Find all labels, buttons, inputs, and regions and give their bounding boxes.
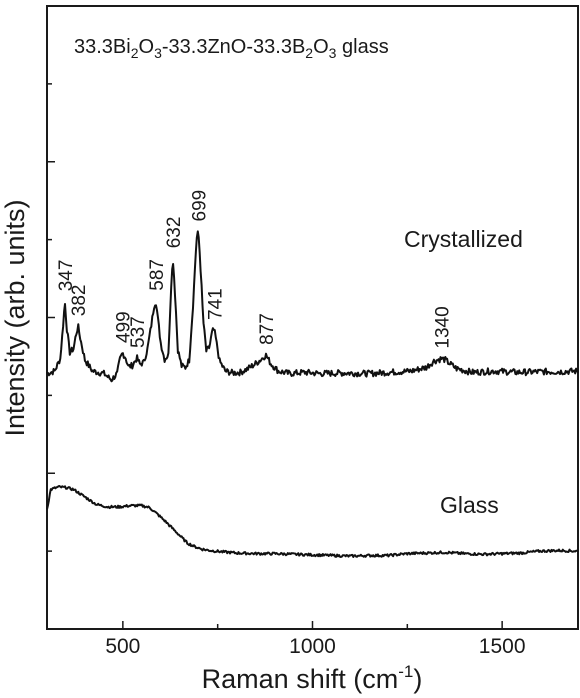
x-axis-label: Raman shift (cm-1) — [202, 662, 423, 694]
peak-label-382: 382 — [69, 284, 90, 316]
chart-title: 33.3Bi2O3-33.3ZnO-33.3B2O3 glass — [74, 36, 389, 61]
peak-label-499: 499 — [114, 311, 135, 343]
title-part: glass — [336, 36, 388, 58]
title-subscript: 2 — [131, 45, 139, 61]
peak-label-632: 632 — [164, 217, 185, 249]
title-subscript: 2 — [305, 45, 313, 61]
title-part: -33.3ZnO-33.3B — [162, 36, 305, 58]
series-label-glass: Glass — [440, 492, 499, 518]
title-part: 33.3Bi — [74, 36, 131, 58]
title-subscript: 3 — [154, 45, 162, 61]
x-tick-label: 500 — [105, 635, 140, 658]
peak-label-741: 741 — [205, 288, 226, 320]
title-subscript: 3 — [329, 45, 337, 61]
peak-label-587: 587 — [147, 259, 168, 291]
series-line-glass — [46, 485, 579, 558]
peak-label-877: 877 — [257, 313, 278, 345]
x-axis-tick-labels: 500 1000 1500 — [105, 635, 525, 658]
title-part: O — [139, 36, 155, 58]
peak-label-347: 347 — [56, 260, 77, 292]
peak-label-537: 537 — [128, 316, 149, 348]
peak-label-1340: 1340 — [433, 306, 454, 348]
title-part: O — [313, 36, 329, 58]
y-axis-label: Intensity (arb. units) — [0, 199, 30, 436]
series-line-crystallized — [46, 230, 579, 383]
x-tick-label: 1000 — [289, 635, 336, 658]
y-axis-ticks — [47, 83, 55, 552]
x-axis-label-superscript: -1 — [398, 662, 413, 681]
x-tick-label: 1500 — [479, 635, 526, 658]
peak-label-699: 699 — [189, 190, 210, 222]
x-axis-ticks — [122, 621, 503, 629]
series-label-crystallized: Crystallized — [404, 226, 523, 252]
